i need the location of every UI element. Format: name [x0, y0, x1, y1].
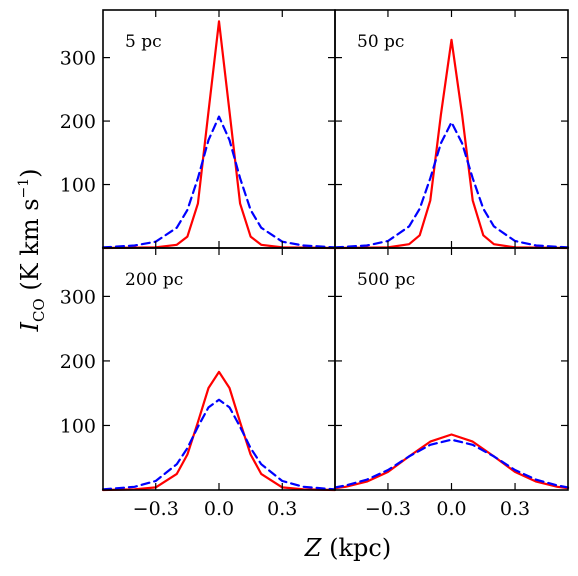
y-axis-title: ICO (K km s−1) — [16, 168, 48, 332]
y-tick-label: 200 — [60, 111, 96, 133]
x-tick-label: 0.3 — [500, 498, 530, 520]
series-line-dashed-2 — [333, 121, 570, 249]
panel-label: 200 pc — [125, 270, 183, 290]
series-line-solid-1 — [333, 433, 570, 490]
y-tick-label: 300 — [60, 286, 96, 308]
y-tick-label: 100 — [60, 415, 96, 437]
series-line-dashed-2 — [101, 398, 337, 491]
panels-group: 100 200 300 5 pc 50 pc 100 200 300 −0.3 0.0 0.3 200… — [60, 9, 570, 520]
series-line-solid-1 — [101, 20, 337, 250]
y-tick-label: 300 — [60, 48, 96, 70]
x-tick-label: −0.3 — [133, 498, 179, 520]
x-tick-label: −0.3 — [365, 498, 411, 520]
x-tick-label: 0.3 — [267, 498, 297, 520]
panel-label: 5 pc — [125, 32, 162, 52]
x-tick-label: 0.0 — [436, 498, 466, 520]
x-axis-title: Z (kpc) — [304, 534, 391, 562]
y-tick-label: 200 — [60, 351, 96, 373]
panel-4: −0.3 0.0 0.3 500 pc — [333, 247, 570, 520]
series-line-solid-1 — [333, 38, 570, 250]
panel-1: 100 200 300 5 pc — [60, 9, 337, 250]
series-line-dashed-2 — [101, 115, 337, 249]
panel-2: 50 pc — [333, 9, 570, 250]
panel-label: 500 pc — [357, 270, 415, 290]
panel-label: 50 pc — [357, 32, 404, 52]
y-tick-label: 100 — [60, 175, 96, 197]
series-line-solid-1 — [101, 370, 337, 492]
panel-3: 100 200 300 −0.3 0.0 0.3 200 pc — [60, 247, 337, 520]
series-line-dashed-2 — [333, 438, 570, 489]
x-tick-label: 0.0 — [204, 498, 234, 520]
